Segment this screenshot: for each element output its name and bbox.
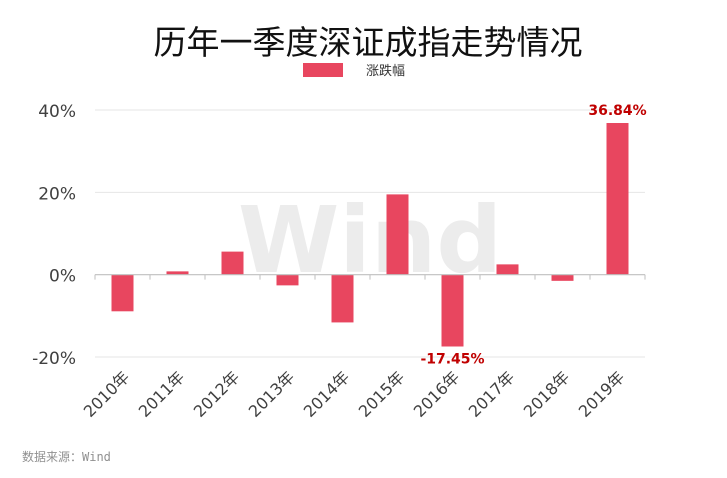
- y-tick-label: 20%: [38, 184, 76, 204]
- x-tick-label: 2013年: [245, 367, 299, 421]
- x-tick-label: 2018年: [520, 367, 574, 421]
- bar-2014年: [331, 274, 354, 323]
- axis-layer: 2010年 2011年 2012年 2013年 2014年 2015年 2016年 2017年…: [80, 274, 646, 421]
- x-tick-label: 2011年: [135, 367, 189, 421]
- y-tick-label: 0%: [49, 267, 76, 287]
- x-tick-label: 2015年: [355, 367, 409, 421]
- legend: 涨跌幅: [303, 63, 405, 79]
- x-tick-label: 2012年: [190, 367, 244, 421]
- chart-title: 历年一季度深证成指走势情况: [154, 23, 583, 62]
- bar-2010年: [111, 274, 134, 312]
- x-tick-label: 2017年: [465, 367, 519, 421]
- bar-2017年: [496, 264, 519, 275]
- bar-2013年: [276, 274, 299, 286]
- y-tick-label: 40%: [38, 102, 76, 122]
- bar-2015年: [386, 194, 409, 275]
- grid-layer: 40% 20% 0% -20%: [32, 102, 645, 369]
- bar-2011年: [166, 271, 189, 275]
- x-tick-label: 2019年: [575, 367, 629, 421]
- data-label: 36.84%: [588, 103, 646, 119]
- y-tick-label: -20%: [32, 349, 76, 369]
- x-tick-label: 2010年: [80, 367, 134, 421]
- source-note: 数据来源：Wind: [22, 449, 111, 464]
- x-tick-label: 2016年: [410, 367, 464, 421]
- legend-swatch: [303, 63, 343, 77]
- x-tick-label: 2014年: [300, 367, 354, 421]
- bar-2019年: [606, 123, 629, 275]
- data-label: -17.45%: [420, 352, 484, 368]
- bars-layer: -17.45% 36.84%: [111, 103, 647, 368]
- bar-2018年: [551, 274, 574, 281]
- bar-2012年: [221, 251, 244, 275]
- bar-2016年: [441, 274, 464, 347]
- legend-label: 涨跌幅: [366, 63, 405, 79]
